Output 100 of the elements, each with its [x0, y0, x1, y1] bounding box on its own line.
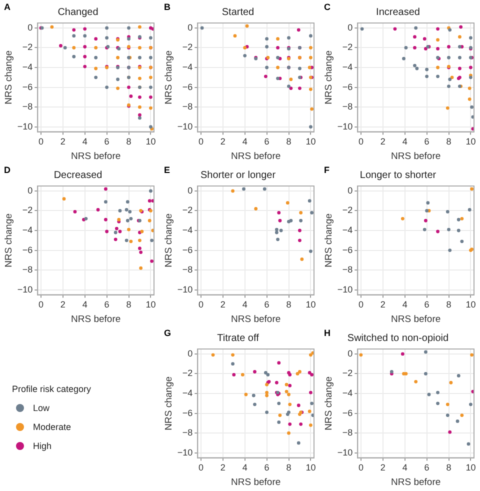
y-tick-label: −4	[182, 62, 193, 72]
chart-title: Changed	[58, 6, 98, 18]
x-tick-label: 2	[380, 300, 386, 310]
x-tick-label: 0	[198, 300, 204, 310]
y-tick-label: −2	[182, 42, 193, 52]
y-tick-label: −4	[22, 62, 33, 72]
y-tick-label: 0	[348, 22, 353, 32]
x-axis-title: NRS before	[231, 150, 281, 162]
x-tick-label: 8	[126, 136, 132, 147]
y-tick-label: −2	[342, 368, 353, 378]
chart-title: Increased	[376, 6, 420, 18]
x-tick-label: 4	[402, 462, 408, 473]
x-tick-label: 0	[358, 136, 364, 147]
y-axis-title: NRS change	[323, 213, 334, 268]
y-tick-label: −8	[342, 428, 353, 438]
x-tick-label: 8	[286, 462, 292, 473]
y-tick-label: −4	[342, 224, 353, 235]
x-tick-label: 2	[60, 136, 66, 147]
y-axis-title: NRS change	[163, 213, 174, 268]
x-axis-title: NRS before	[391, 150, 441, 162]
y-tick-label: −2	[22, 42, 33, 52]
y-tick-label: 0	[188, 22, 193, 32]
y-tick-label: 0	[188, 348, 193, 358]
x-tick-label: 2	[220, 136, 226, 147]
x-tick-label: 4	[242, 300, 248, 310]
y-tick-label: −8	[342, 264, 353, 275]
y-tick-label: −2	[182, 368, 193, 378]
chart-title: Started	[222, 6, 254, 18]
y-tick-label: −8	[182, 264, 193, 275]
y-tick-label: −10	[17, 284, 33, 294]
y-tick-label: −8	[182, 102, 193, 112]
x-tick-label: 0	[38, 300, 44, 310]
y-axis-title: NRS change	[3, 213, 14, 268]
chart-title: Decreased	[54, 170, 102, 181]
x-tick-label: 2	[380, 136, 386, 147]
y-tick-label: −10	[17, 121, 33, 132]
y-axis-title: NRS change	[163, 376, 174, 430]
y-tick-label: −6	[342, 244, 353, 255]
y-tick-label: −6	[182, 82, 193, 92]
x-tick-label: 6	[424, 462, 430, 473]
y-tick-label: 0	[188, 185, 193, 196]
y-tick-label: −6	[182, 408, 193, 418]
text: F	[324, 165, 330, 175]
x-axis-title: NRS before	[71, 150, 121, 162]
x-tick-label: 2	[220, 462, 226, 473]
x-tick-label: 0	[198, 136, 204, 147]
y-tick-label: 0	[348, 348, 353, 358]
x-tick-label: 4	[402, 136, 408, 147]
x-tick-label: 4	[82, 136, 88, 147]
chart-title: Shorter or longer	[200, 170, 276, 181]
x-axis-title: NRS before	[231, 476, 281, 488]
x-tick-label: 6	[104, 300, 110, 310]
text: D	[4, 165, 10, 175]
y-tick-label: −6	[342, 82, 353, 92]
x-tick-label: 8	[126, 300, 132, 310]
y-tick-label: −2	[342, 42, 353, 52]
x-tick-label: 6	[424, 300, 430, 310]
legend-label: Moderate	[33, 422, 72, 432]
x-tick-label: 10	[306, 300, 316, 310]
y-tick-label: −10	[337, 121, 353, 132]
x-tick-label: 4	[82, 300, 88, 310]
y-tick-label: −10	[177, 121, 193, 132]
y-tick-label: −6	[182, 244, 193, 255]
text: G	[164, 328, 172, 338]
text: E	[164, 165, 170, 175]
x-axis-title: NRS before	[391, 476, 441, 488]
legend-title: Profile risk category	[12, 384, 92, 394]
x-tick-label: 10	[146, 136, 156, 147]
x-axis-title: NRS before	[71, 314, 121, 325]
y-tick-label: −6	[22, 82, 33, 92]
x-tick-label: 10	[466, 462, 476, 473]
chart-title: Switched to non-opioid	[347, 332, 449, 344]
x-tick-label: 6	[104, 136, 110, 147]
x-tick-label: 6	[264, 462, 270, 473]
x-tick-label: 4	[402, 300, 408, 310]
x-tick-label: 6	[264, 300, 270, 310]
x-tick-label: 10	[466, 300, 476, 310]
x-tick-label: 6	[264, 136, 270, 147]
chart-title: Titrate off	[217, 332, 260, 344]
y-tick-label: −8	[342, 102, 353, 112]
x-axis-title: NRS before	[391, 314, 441, 325]
y-tick-label: −6	[22, 244, 33, 255]
x-axis-title: NRS before	[231, 314, 281, 325]
y-tick-label: −4	[22, 224, 33, 235]
x-tick-label: 2	[220, 300, 226, 310]
x-tick-label: 10	[466, 136, 476, 147]
text: B	[164, 2, 170, 12]
legend-label: Low	[33, 403, 50, 413]
x-tick-label: 4	[242, 462, 248, 473]
y-tick-label: −8	[22, 102, 33, 112]
x-tick-label: 8	[446, 300, 452, 310]
x-tick-label: 8	[446, 136, 452, 147]
x-tick-label: 0	[358, 300, 364, 310]
chart-title: Longer to shorter	[360, 170, 437, 181]
x-tick-label: 8	[446, 462, 452, 473]
y-tick-label: −2	[182, 205, 193, 216]
x-tick-label: 10	[306, 136, 316, 147]
y-tick-label: −10	[337, 447, 353, 458]
x-tick-label: 8	[286, 136, 292, 147]
text: C	[324, 2, 330, 12]
